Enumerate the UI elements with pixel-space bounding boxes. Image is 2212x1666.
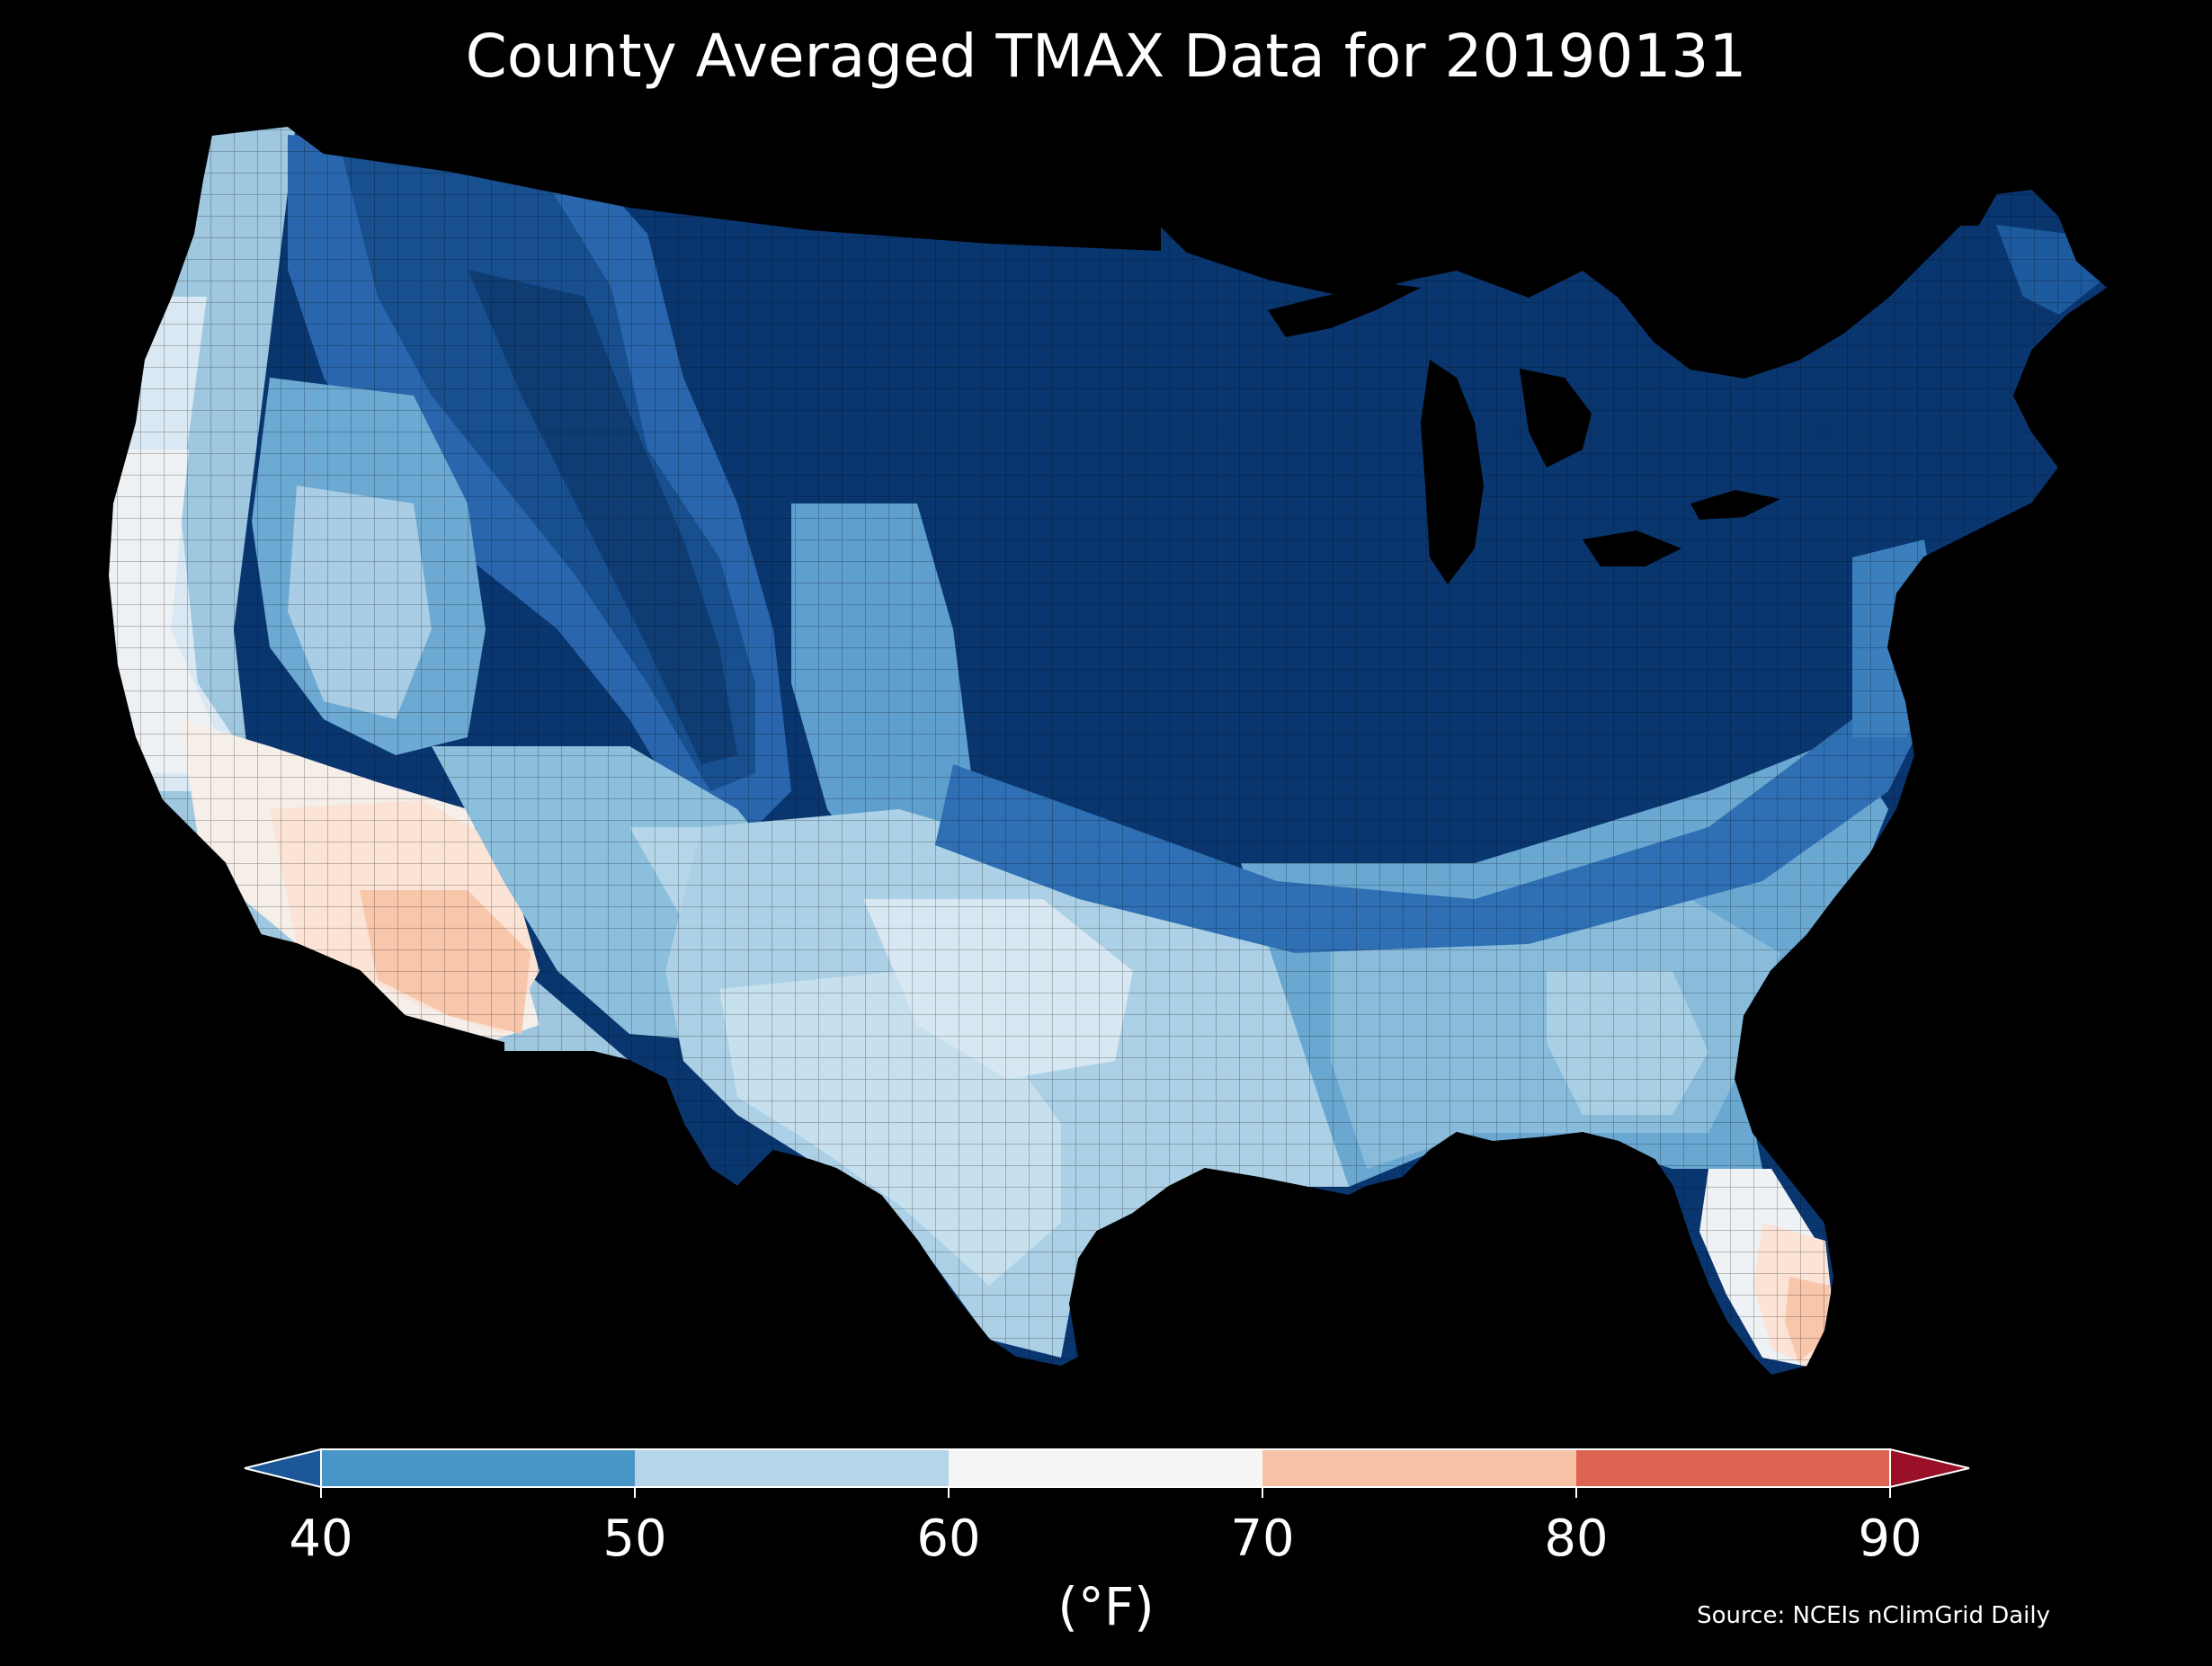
colorbar-bin-80-90 <box>1576 1449 1890 1487</box>
colorbar-tick-80: 80 <box>1544 1510 1609 1568</box>
colorbar-extend-high <box>1889 1448 1970 1489</box>
colorbar-tick-90: 90 <box>1858 1510 1922 1568</box>
colorbar-unit-label: (°F) <box>1057 1576 1155 1637</box>
source-note: Source: NCEIs nClimGrid Daily <box>1697 1602 2050 1629</box>
great-lakes <box>1268 283 1780 584</box>
colorbar-tick-50: 50 <box>602 1510 667 1568</box>
colorbar-bin-40-50 <box>321 1449 635 1487</box>
us-county-map <box>106 124 2110 1377</box>
colorbar-extend-low <box>244 1448 322 1489</box>
map-title: County Averaged TMAX Data for 20190131 <box>465 22 1747 91</box>
colorbar-tick-60: 60 <box>916 1510 981 1568</box>
colorbar-tick-40: 40 <box>289 1510 353 1568</box>
colorbar-bin-70-80 <box>1262 1449 1576 1487</box>
colorbar-tick-70: 70 <box>1230 1510 1295 1568</box>
colorbar-bin-60-70 <box>949 1449 1262 1487</box>
colorbar-bin-50-60 <box>635 1449 949 1487</box>
